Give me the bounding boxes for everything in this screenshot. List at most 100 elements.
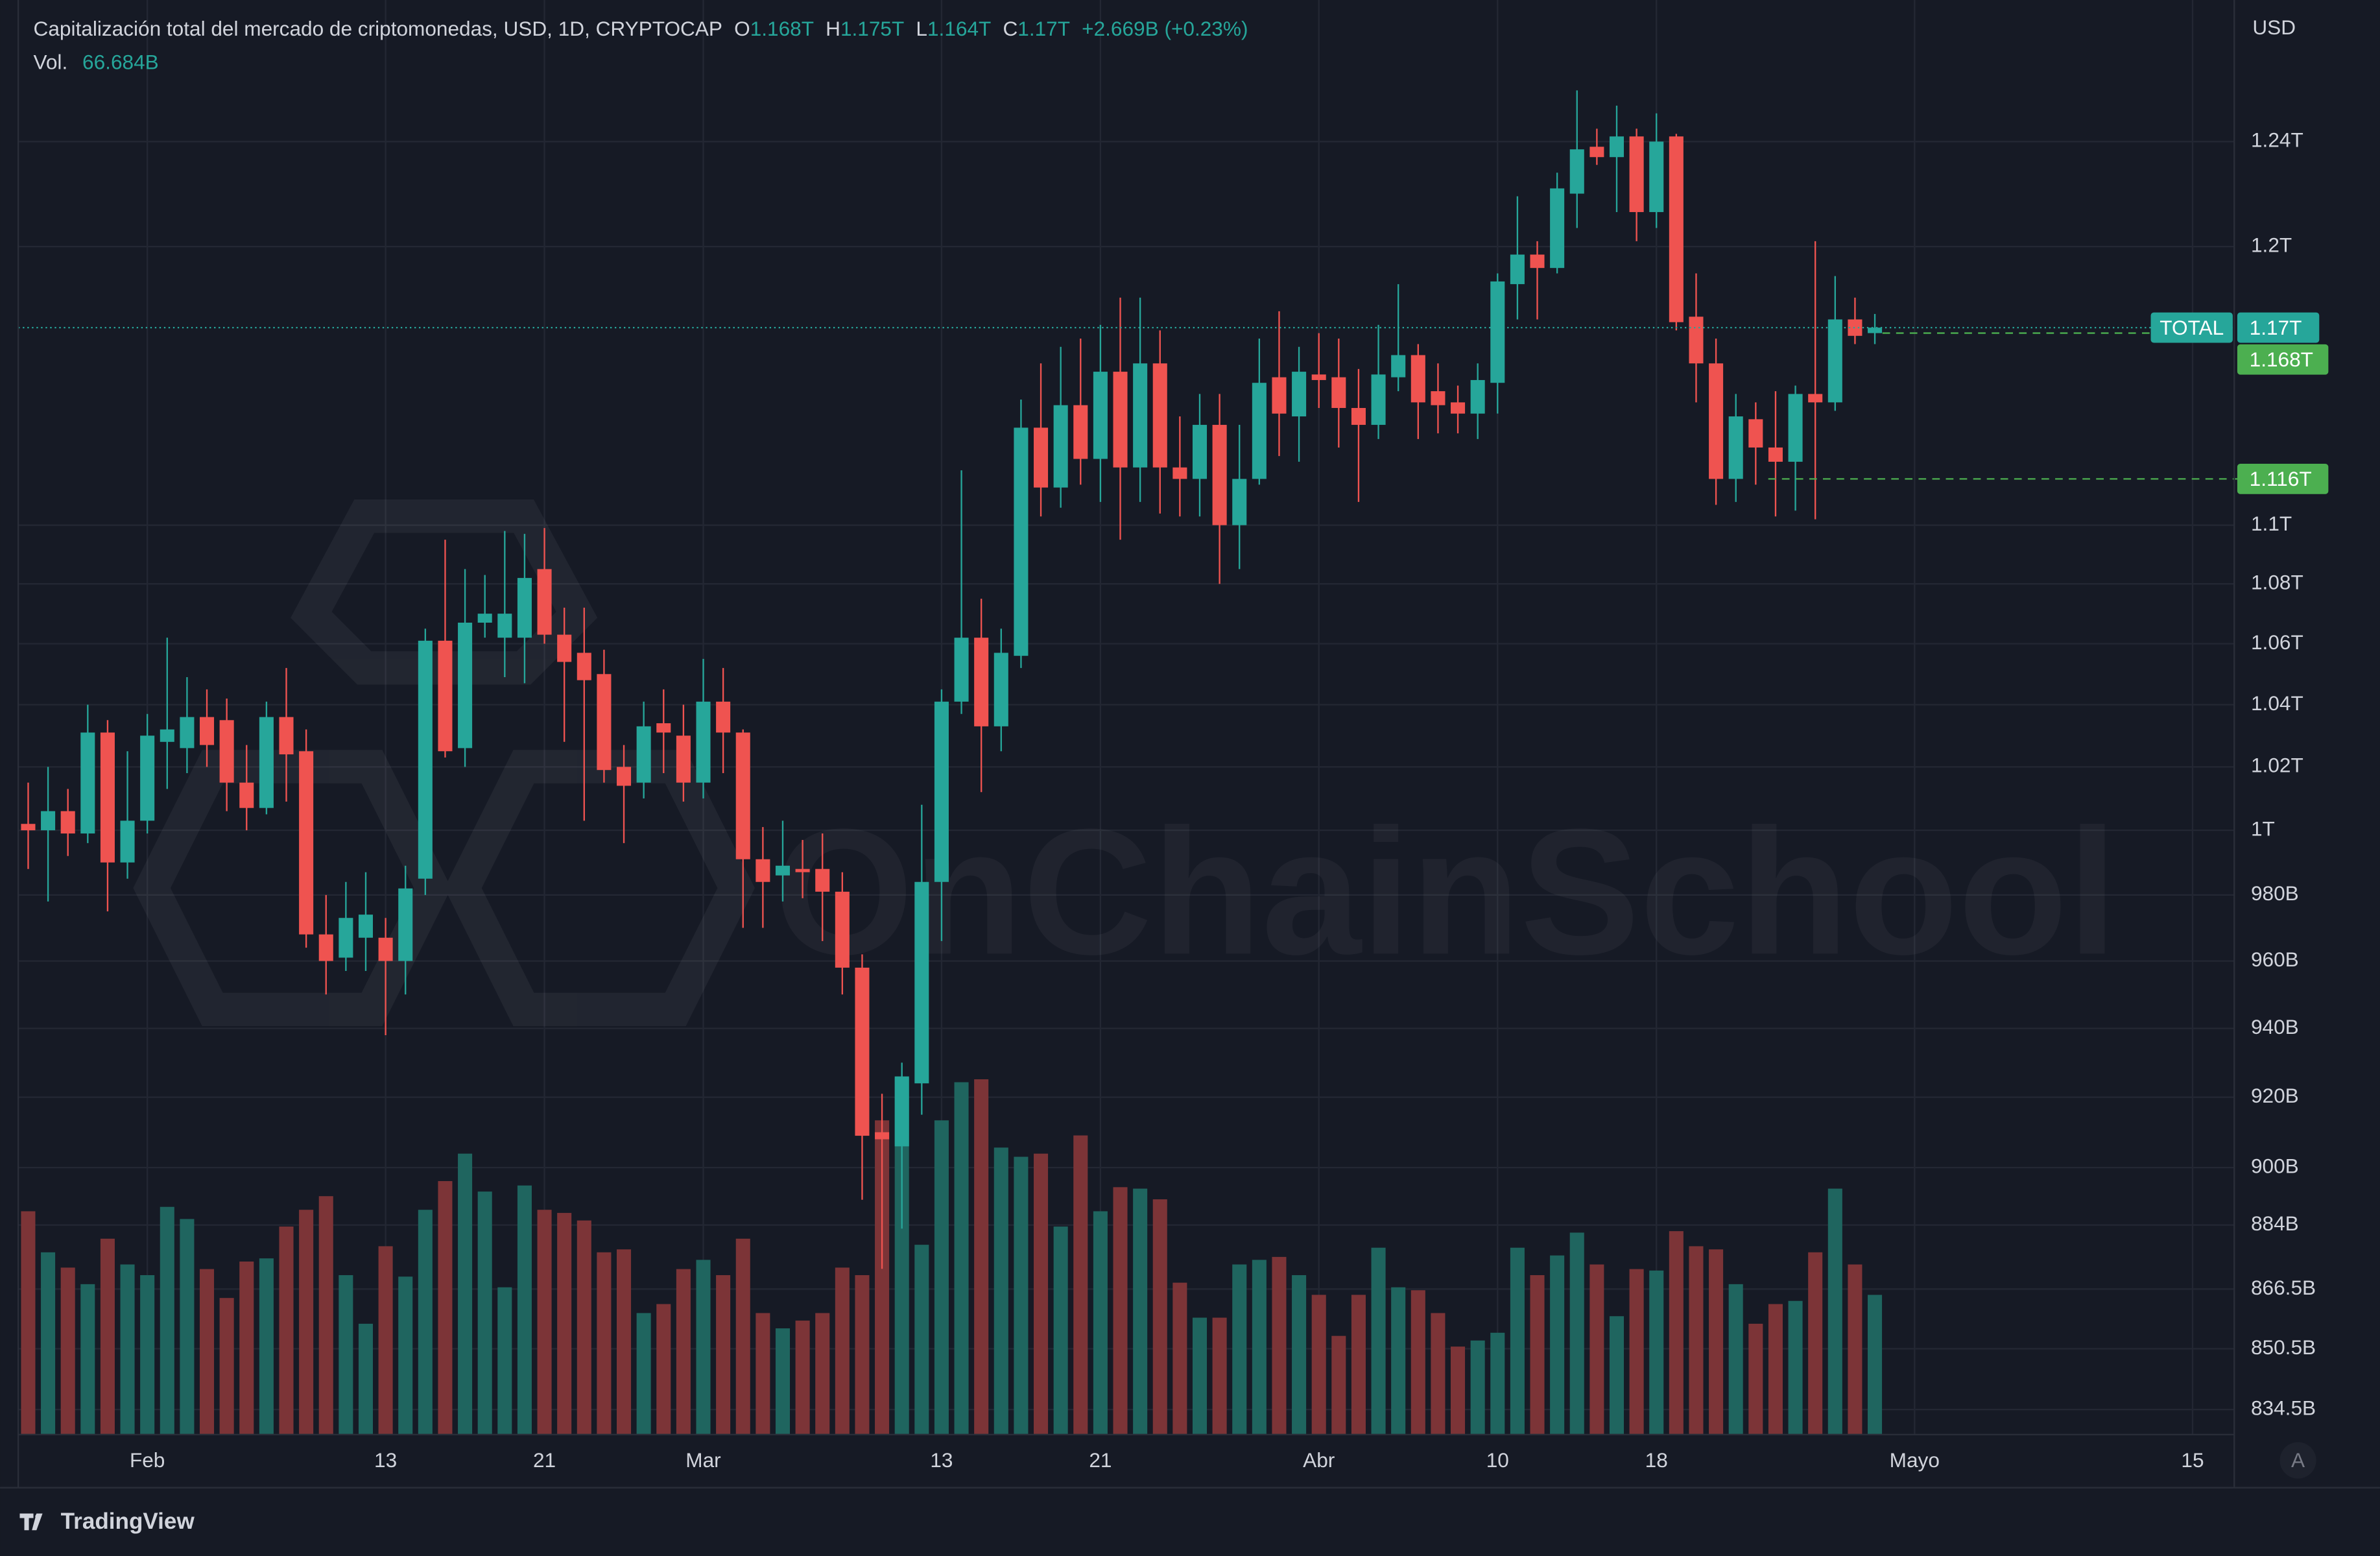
volume-bar bbox=[100, 1238, 115, 1435]
ohlc-value: 1.17T bbox=[1017, 17, 1070, 40]
volume-bar bbox=[60, 1267, 75, 1435]
volume-bar bbox=[656, 1304, 671, 1435]
x-tick-label: 21 bbox=[1089, 1448, 1112, 1472]
candle-body bbox=[1490, 281, 1505, 383]
volume-bar bbox=[299, 1210, 314, 1435]
auto-scale-button[interactable] bbox=[2279, 1442, 2316, 1479]
volume-bar bbox=[1709, 1249, 1724, 1435]
volume-bar bbox=[557, 1213, 572, 1435]
watermark-logo bbox=[133, 499, 755, 1027]
y-tick-label: 980B bbox=[2251, 881, 2299, 905]
volume-bar bbox=[458, 1153, 473, 1435]
volume-bar bbox=[974, 1079, 989, 1435]
volume-bar bbox=[438, 1180, 453, 1435]
candle-body bbox=[1649, 141, 1664, 212]
candle-body bbox=[597, 674, 612, 771]
candle-body bbox=[41, 811, 56, 831]
candle-body bbox=[1272, 377, 1287, 414]
candle-body bbox=[1232, 479, 1247, 525]
candle-body bbox=[239, 782, 254, 808]
volume-bar bbox=[1788, 1300, 1803, 1435]
candle-body bbox=[1609, 136, 1624, 158]
volume-bar bbox=[160, 1206, 174, 1435]
candle-body bbox=[636, 726, 651, 783]
volume-bar bbox=[477, 1191, 492, 1435]
volume-bar bbox=[795, 1321, 810, 1435]
candle-body bbox=[1152, 363, 1167, 468]
volume-bar bbox=[815, 1313, 830, 1435]
volume-bar bbox=[676, 1269, 691, 1435]
candle-body bbox=[1470, 379, 1485, 414]
volume-bar bbox=[1034, 1153, 1049, 1435]
candle-body bbox=[676, 736, 691, 783]
volume-bar bbox=[120, 1264, 135, 1435]
candle-body bbox=[1530, 254, 1545, 269]
price-line-tag bbox=[2237, 463, 2329, 494]
candle-body bbox=[60, 811, 75, 834]
candle-body bbox=[537, 569, 552, 635]
volume-bar bbox=[1569, 1232, 1584, 1435]
candle-body bbox=[1331, 377, 1346, 409]
ohlc-key: O bbox=[734, 17, 750, 40]
candle-body bbox=[756, 859, 770, 882]
volume-bar bbox=[597, 1252, 612, 1435]
candle-body bbox=[1848, 319, 1862, 336]
candle-body bbox=[279, 717, 294, 755]
candle-body bbox=[339, 918, 353, 958]
chart-title: Capitalización total del mercado de crip… bbox=[34, 17, 722, 40]
volume-bar bbox=[497, 1287, 512, 1435]
plot-area bbox=[18, 90, 2237, 1435]
y-tick-label: 940B bbox=[2251, 1015, 2299, 1038]
volume-bar bbox=[617, 1249, 632, 1435]
volume-bar bbox=[279, 1227, 294, 1435]
volume-bar bbox=[318, 1196, 333, 1435]
candle-body bbox=[219, 720, 234, 783]
candle-body bbox=[1371, 374, 1386, 425]
volume-bar bbox=[537, 1210, 552, 1435]
candle-body bbox=[1629, 136, 1644, 212]
volume-bar bbox=[180, 1219, 195, 1435]
x-tick-label: Mar bbox=[685, 1448, 720, 1472]
volume-bar bbox=[1252, 1260, 1267, 1435]
volume-bar bbox=[1550, 1255, 1565, 1435]
volume-bar bbox=[1152, 1199, 1167, 1435]
volume-bar bbox=[1490, 1332, 1505, 1435]
x-tick-label: Mayo bbox=[1890, 1448, 1940, 1472]
candle-body bbox=[1192, 425, 1208, 479]
candle-body bbox=[577, 652, 591, 680]
candle-body bbox=[140, 736, 155, 821]
volume-bar bbox=[1073, 1135, 1088, 1435]
candle-body bbox=[1669, 136, 1684, 322]
volume-bar bbox=[1113, 1187, 1128, 1435]
candle-body bbox=[1827, 319, 1842, 403]
logo-dot bbox=[35, 1513, 41, 1520]
y-tick-label: 866.5B bbox=[2251, 1276, 2316, 1299]
volume-value: 66.684B bbox=[82, 51, 159, 74]
volume-bar bbox=[1530, 1275, 1545, 1435]
volume-bar bbox=[1292, 1275, 1307, 1435]
x-tick-label: 13 bbox=[374, 1448, 397, 1472]
candle-body bbox=[835, 891, 850, 968]
volume-bar bbox=[140, 1275, 155, 1435]
header: Capitalización total del mercado de crip… bbox=[34, 17, 1248, 40]
volume-bar bbox=[1868, 1295, 1883, 1435]
candle-body bbox=[259, 717, 274, 808]
logo: TradingView bbox=[19, 1509, 195, 1534]
volume-bar bbox=[994, 1147, 1008, 1435]
candle-body bbox=[1292, 372, 1307, 417]
y-tick-label: 1.06T bbox=[2251, 630, 2303, 654]
ohlc-value: 1.164T bbox=[927, 17, 991, 40]
auto-scale-label[interactable]: A bbox=[2291, 1448, 2305, 1472]
volume-bar bbox=[894, 1077, 909, 1435]
candle-body bbox=[617, 767, 632, 786]
price-line-label: 1.168T bbox=[2250, 348, 2313, 371]
candle-body bbox=[716, 701, 731, 733]
volume-bar bbox=[378, 1246, 393, 1435]
volume-bar bbox=[1093, 1211, 1108, 1435]
candle-body bbox=[1709, 363, 1724, 479]
y-tick-label: 1.02T bbox=[2251, 754, 2303, 777]
candle-body bbox=[974, 638, 989, 726]
volume-bar bbox=[1331, 1335, 1346, 1435]
candle-body bbox=[1728, 416, 1743, 479]
